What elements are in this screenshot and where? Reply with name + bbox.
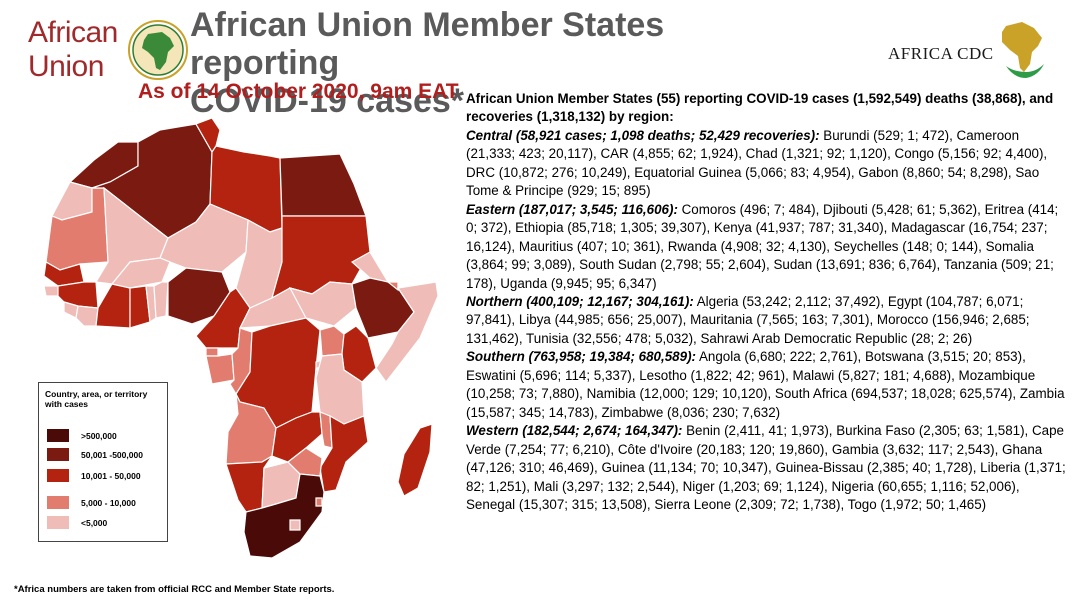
legend-row-10k-50k: 10,001 - 50,000 <box>47 469 163 483</box>
country-zimbabwe <box>287 447 323 477</box>
cdc-logo-text: AFRICA CDC <box>888 44 994 63</box>
legend-swatch-over-500k <box>47 429 69 442</box>
country-cote-divoire <box>95 283 131 329</box>
legend-label-over-500k: >500,000 <box>81 431 117 441</box>
region-name-southern: Southern (763,958; 19,384; 680,589): <box>466 349 696 365</box>
country-benin <box>153 281 169 319</box>
page-title: African Union Member States reporting CO… <box>190 6 810 120</box>
region-southern: Southern (763,958; 19,384; 680,589): Ang… <box>466 349 1065 419</box>
summary-intro: African Union Member States (55) reporti… <box>466 91 1054 125</box>
legend-swatch-50k-500k <box>47 448 69 461</box>
country-tunisia <box>195 117 221 154</box>
region-western: Western (182,544; 2,674; 164,347): Benin… <box>466 423 1066 512</box>
country-malawi <box>319 411 333 449</box>
summary-panel: African Union Member States (55) reporti… <box>466 90 1068 514</box>
au-logo-word-union: Union <box>28 50 104 83</box>
country-madagascar <box>397 423 433 497</box>
region-countries-southern: Angola (6,680; 222; 2,761), Botswana (3,… <box>466 349 1065 420</box>
footnote: *Africa numbers are taken from official … <box>14 584 335 595</box>
region-countries-eastern: Comoros (496; 7; 484), Djibouti (5,428; … <box>466 201 1059 291</box>
legend-title: Country, area, or territory with cases <box>45 389 148 409</box>
region-northern: Northern (400,109; 12,167; 304,161): Alg… <box>466 294 1030 346</box>
au-logo-word-african: African <box>28 16 118 49</box>
legend-label-5k-10k: 5,000 - 10,000 <box>81 498 136 508</box>
region-countries-central: Burundi (529; 1; 472), Cameroon (21,333;… <box>466 127 1048 199</box>
region-name-central: Central (58,921 cases; 1,098 deaths; 52,… <box>466 127 820 143</box>
legend-row-5k-10k: 5,000 - 10,000 <box>47 496 163 510</box>
region-name-western: Western (182,544; 2,674; 164,347): <box>466 423 683 439</box>
as-of-date: As of 14 October 2020, 9am EAT <box>138 80 459 103</box>
legend-swatch-under-5k <box>47 516 69 529</box>
country-gabon <box>205 353 235 385</box>
country-somalia <box>375 281 439 384</box>
country-uganda <box>319 325 345 357</box>
region-central: Central (58,921 cases; 1,098 deaths; 52,… <box>466 128 1047 198</box>
legend-swatch-10k-50k <box>47 469 69 482</box>
country-equatorial-guinea <box>205 347 219 357</box>
country-djibouti <box>386 281 399 292</box>
legend-label-50k-500k: 50,001 -500,000 <box>81 450 143 460</box>
legend-row-50k-500k: 50,001 -500,000 <box>47 448 163 462</box>
region-countries-northern: Algeria (53,242; 2,112; 37,492), Egypt (… <box>466 293 1030 346</box>
region-name-northern: Northern (400,109; 12,167; 304,161): <box>466 293 694 309</box>
country-egypt <box>279 153 367 217</box>
country-mozambique <box>319 414 369 493</box>
country-lesotho <box>289 519 301 531</box>
country-liberia <box>75 305 99 327</box>
legend-label-10k-50k: 10,001 - 50,000 <box>81 471 141 481</box>
legend-row-over-500k: >500,000 <box>47 429 163 443</box>
legend-label-under-5k: <5,000 <box>81 518 108 528</box>
africa-cdc-logo: AFRICA CDC <box>888 18 1058 88</box>
region-name-eastern: Eastern (187,017; 3,545; 116,606): <box>466 201 678 217</box>
country-eswatini <box>315 497 323 507</box>
africa-map <box>43 117 439 559</box>
legend-row-under-5k: <5,000 <box>47 516 163 530</box>
african-union-logo: African Union <box>28 14 198 84</box>
title-line-2: COVID-19 cases* <box>190 82 465 120</box>
map-legend: Country, area, or territory with cases >… <box>38 382 168 542</box>
legend-swatch-5k-10k <box>47 496 69 509</box>
country-guinea-bissau <box>43 285 59 297</box>
title-line-1: African Union Member States reporting <box>190 6 665 82</box>
country-south-africa <box>243 473 325 559</box>
au-seal-icon <box>128 20 188 80</box>
africa-cdc-emblem-icon <box>1002 22 1044 78</box>
region-eastern: Eastern (187,017; 3,545; 116,606): Comor… <box>466 202 1058 291</box>
region-countries-western: Benin (2,411, 41; 1,973), Burkina Faso (… <box>466 423 1066 512</box>
